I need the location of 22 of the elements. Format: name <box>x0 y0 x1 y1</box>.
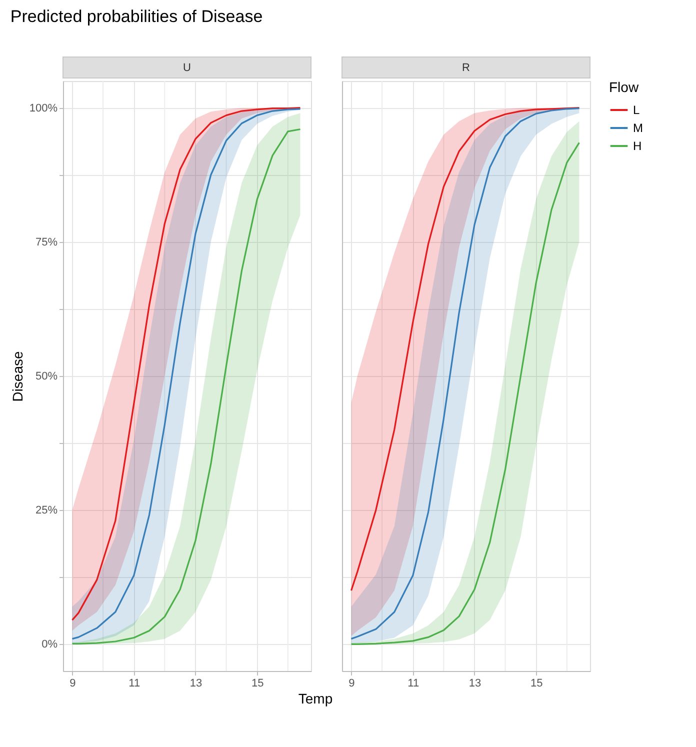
chart-subtitle: R <box>462 62 470 74</box>
x-tick-label: 15 <box>530 678 543 690</box>
y-tick-label: 25% <box>35 504 58 517</box>
x-tick-label: 9 <box>348 678 355 690</box>
y-tick-label: 75% <box>35 236 58 248</box>
x-tick-label: 11 <box>408 678 420 690</box>
legend-label: L <box>633 103 640 117</box>
y-tick-label: 0% <box>42 638 58 651</box>
x-tick-label: 13 <box>468 678 482 690</box>
y-axis-title: Disease <box>9 351 26 402</box>
y-tick-label: 100% <box>29 102 58 114</box>
x-tick-label: 11 <box>128 678 140 690</box>
chart-title: Predicted probabilities of Disease <box>10 7 263 26</box>
x-tick-label: 13 <box>190 678 202 690</box>
x-tick-label: 9 <box>70 678 76 690</box>
chart-subtitle: U <box>183 62 192 74</box>
legend-label: M <box>633 121 643 135</box>
legend-label: H <box>633 139 642 153</box>
y-tick-label: 50% <box>35 370 58 382</box>
x-axis-title: Temp <box>298 690 333 706</box>
legend-title: Flow <box>609 79 640 95</box>
x-tick-label: 15 <box>251 678 264 690</box>
